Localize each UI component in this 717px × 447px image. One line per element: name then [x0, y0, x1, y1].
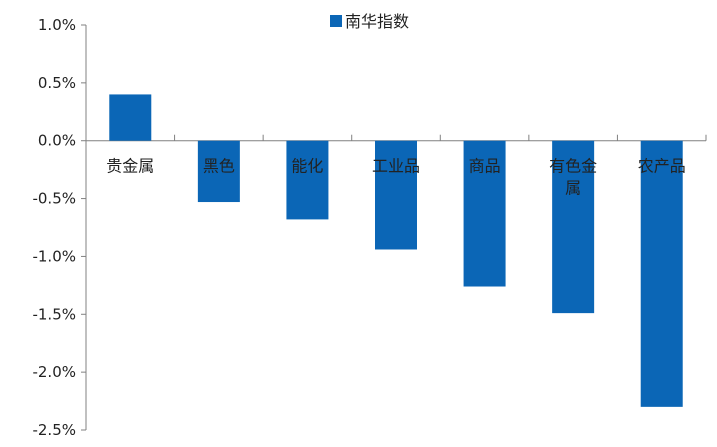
bar-3	[375, 140, 417, 250]
category-label-5: 有色金属	[549, 157, 597, 198]
category-label-4: 商品	[469, 157, 501, 176]
bar-6	[640, 140, 683, 407]
y-tick-label: 1.0%	[38, 16, 76, 34]
y-tick-label: -1.5%	[32, 305, 76, 323]
y-tick-label: -2.0%	[32, 363, 76, 381]
legend-swatch	[330, 15, 342, 27]
y-tick-label: 0.5%	[38, 74, 76, 92]
category-label-6: 农产品	[638, 157, 686, 176]
bars	[109, 94, 683, 407]
bar-4	[463, 140, 506, 287]
y-tick-label: -1.0%	[32, 247, 76, 265]
bar-5	[552, 140, 595, 314]
category-label-2: 能化	[291, 157, 323, 176]
category-labels: 贵金属 黑色 能化 工业品 商品 有色金属 农产品	[106, 157, 685, 198]
y-tick-labels: 1.0% 0.5% 0.0% -0.5% -1.0% -1.5% -2.0% -2.5%	[32, 16, 76, 439]
category-label-1: 黑色	[203, 157, 235, 176]
bar-2	[286, 140, 329, 220]
category-label-3: 工业品	[372, 157, 420, 176]
bar-0	[109, 94, 152, 141]
y-tick-label: -0.5%	[32, 190, 76, 208]
legend-label-series-0: 南华指数	[345, 12, 409, 31]
y-tick-label: 0.0%	[38, 132, 76, 150]
y-tick-label: -2.5%	[32, 421, 76, 439]
category-label-0: 贵金属	[106, 157, 154, 176]
bar-1	[197, 140, 240, 203]
legend: 南华指数	[330, 12, 409, 31]
axes	[81, 24, 707, 431]
